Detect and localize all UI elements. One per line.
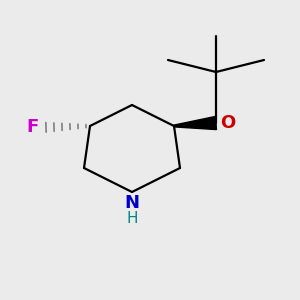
Text: F: F — [27, 118, 39, 136]
Text: O: O — [220, 114, 236, 132]
Text: H: H — [126, 211, 138, 226]
Text: N: N — [124, 194, 140, 211]
Polygon shape — [174, 116, 217, 130]
